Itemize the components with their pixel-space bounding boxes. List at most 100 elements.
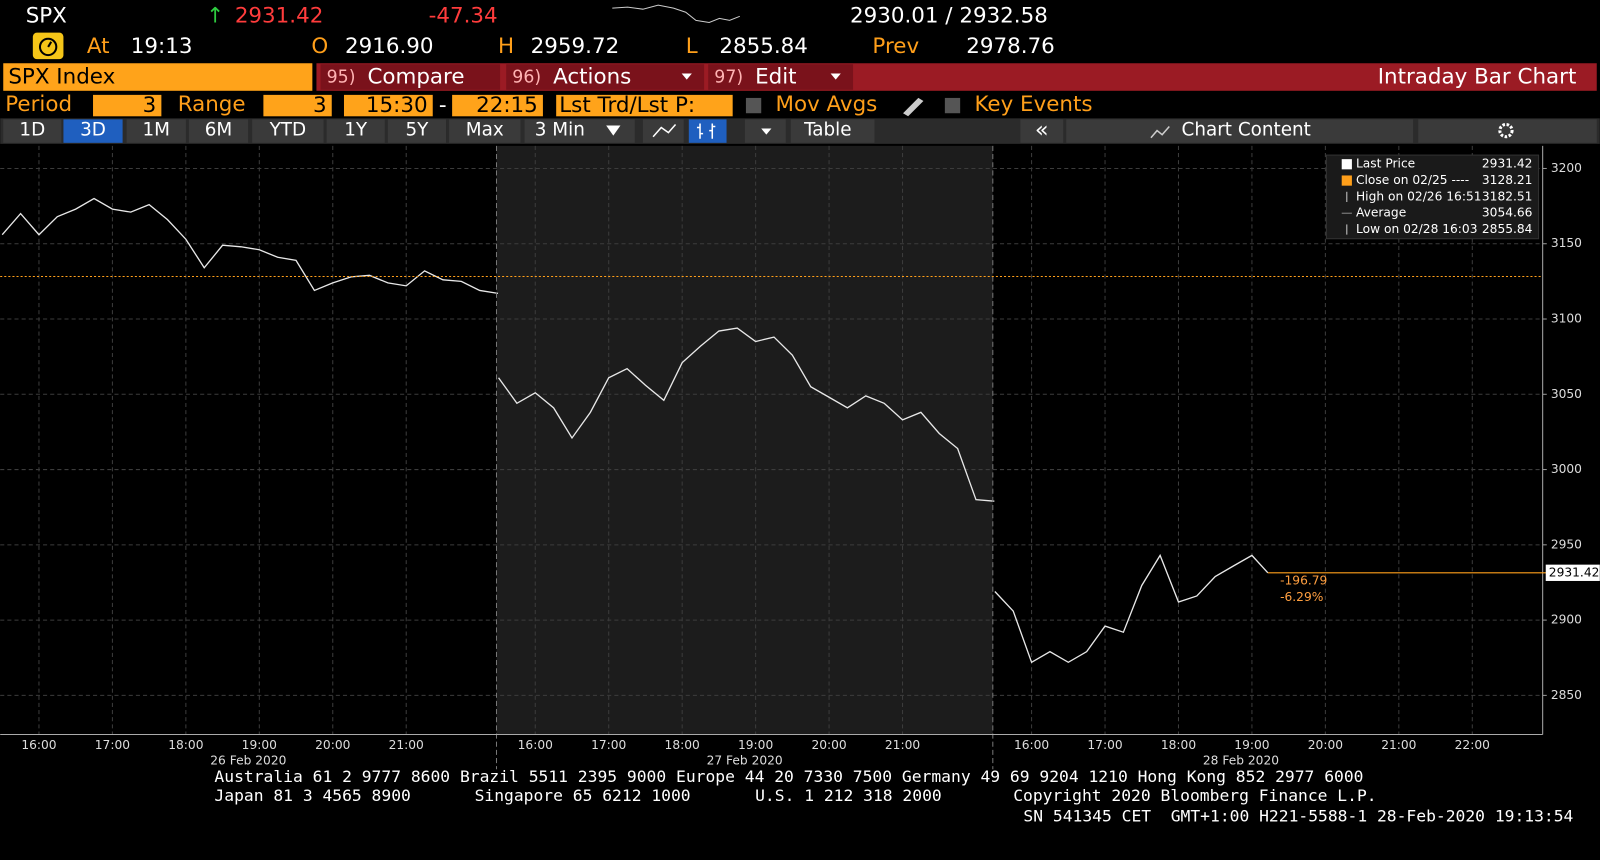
last-price: 2931.42 [235,3,324,28]
time: 19:13 [131,34,193,59]
menu-key: 96) [512,68,541,88]
range-label: Max [466,120,504,141]
price-line [498,327,995,502]
date-label: 26 Feb 2020 [210,754,286,768]
change-label: -196.79 [1280,573,1327,587]
menu-label: Edit [755,65,796,90]
more-arrow [761,128,772,135]
edit-icon[interactable] [903,97,924,117]
range-button[interactable] [3,119,62,143]
date-label: 28 Feb 2020 [1203,754,1279,768]
menu-key: 97) [714,68,743,88]
period: 3 [143,93,157,118]
x-tick-label: 19:00 [1234,738,1269,752]
menu-button[interactable] [506,64,705,90]
start-time: 15:30 [366,93,428,118]
range-label: 3D [80,120,106,141]
footer-contact: Singapore 65 6212 1000 [475,786,691,805]
chart-content-label: Chart Content [1182,120,1311,141]
low-label: L [686,34,698,59]
range-button[interactable] [63,119,123,143]
menu-dropdown [681,73,692,80]
y-tick-label: 3100 [1551,312,1582,326]
range-button[interactable] [449,119,521,143]
range-button[interactable] [252,119,324,143]
high: 2959.72 [531,34,620,59]
x-tick-label: 20:00 [315,738,350,752]
legend-swatch [1341,159,1352,170]
bid-ask: 2930.01 / 2932.58 [850,3,1048,28]
mov-avgs-checkbox[interactable] [745,97,762,114]
end-time: 22:15 [476,93,538,118]
legend-name: Close on 02/25 ---- [1356,173,1469,187]
date-label: 27 Feb 2020 [707,754,783,768]
chart-content-button[interactable] [1066,119,1414,143]
footer-contact: Japan 81 3 4565 8900 [214,786,410,805]
x-tick-label: 18:00 [1161,738,1196,752]
menu-button[interactable] [708,64,854,90]
mov-avgs-label: Mov Avgs [776,92,878,117]
clock-icon [32,32,64,60]
range-label: 5Y [405,120,429,141]
time-separator: - [439,93,447,118]
function-title: Intraday Bar Chart [1378,65,1577,90]
security-box[interactable] [3,63,313,91]
mode-select[interactable] [556,94,733,117]
collapse-label: « [1035,117,1049,143]
y-tick-label: 2850 [1551,688,1582,702]
security: SPX Index [8,65,115,90]
y-tick-label: 3150 [1551,236,1582,250]
price-line [994,553,1269,664]
range-button[interactable] [126,119,186,143]
price-line [1,197,499,295]
start-input[interactable] [343,94,433,117]
low: 2855.84 [719,34,808,59]
menu-label: Actions [553,65,631,90]
range: 3 [313,93,327,118]
range-label: YTD [269,120,307,141]
range-label: 1D [19,120,45,141]
settings-button[interactable] [1418,119,1597,143]
x-tick-label: 17:00 [1087,738,1122,752]
x-tick-label: 21:00 [389,738,424,752]
y-tick-label: 3000 [1551,462,1582,476]
key-events-label: Key Events [974,92,1092,117]
prev-label: Prev [872,34,919,59]
x-tick-label: 21:00 [885,738,920,752]
mode: Lst Trd/Lst P: [559,93,695,118]
interval-select[interactable] [524,119,635,143]
menu-button[interactable] [320,64,501,90]
range-button[interactable] [188,119,249,143]
range-label: Range [178,92,246,117]
legend-value: 3054.66 [1482,206,1533,220]
legend-value: 2931.42 [1482,157,1533,171]
line-icon [652,123,677,138]
bar-chart-button[interactable] [688,119,727,143]
ticker: SPX [26,3,67,28]
footer-session: SN 541345 CET GMT+1:00 H221-5588-1 28-Fe… [1023,807,1573,826]
range-label: 1M [143,120,171,141]
range-label: 1Y [344,120,368,141]
legend-value: 2855.84 [1482,222,1533,236]
legend-name: Average [1356,206,1406,220]
range-button[interactable] [326,119,385,143]
up-arrow: ↑ [206,3,224,28]
collapse-button[interactable] [1020,119,1064,143]
footer-contact: Copyright 2020 Bloomberg Finance L.P. [1013,786,1376,805]
footer-contact: U.S. 1 212 318 2000 [755,786,942,805]
menu-key: 95) [327,68,356,88]
line-chart-button[interactable] [642,119,684,143]
period-input[interactable] [93,94,162,117]
table-button[interactable] [790,119,875,143]
x-tick-label: 21:00 [1381,738,1416,752]
session-shade [496,145,993,735]
period-label: Period [5,92,72,117]
x-tick-label: 22:00 [1455,738,1490,752]
end-input[interactable] [452,94,543,117]
x-tick-label: 16:00 [21,738,56,752]
range-input[interactable] [263,94,332,117]
chart: 2850 2900 2950 3000 3050 3100 3150 3200 16:00 17:… [0,145,1600,770]
range-button[interactable] [387,119,447,143]
key-events-checkbox[interactable] [944,97,961,114]
